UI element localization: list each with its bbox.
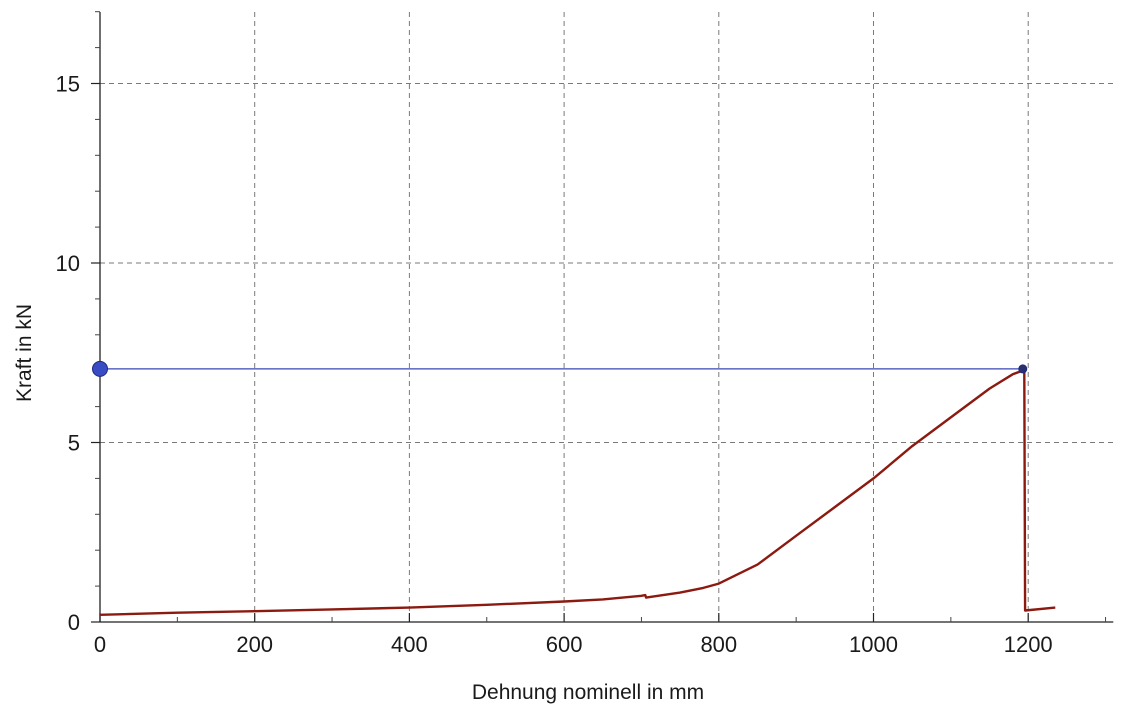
x-axis-title: Dehnung nominell in mm: [472, 681, 704, 704]
data-series: [99, 368, 1056, 616]
tick-labels: 0 5 10 15 0 200 400 600 800 1000 1200: [56, 72, 1053, 658]
x-tick-label: 1200: [1004, 632, 1053, 657]
x-tick-label: 600: [546, 632, 583, 657]
data-point-marker: [1018, 364, 1028, 374]
x-tick-label: 400: [391, 632, 428, 657]
y-tick-label: 5: [68, 431, 80, 456]
grid-lines: [100, 12, 1114, 622]
y-tick-label: 10: [56, 251, 80, 276]
x-tick-label: 200: [236, 632, 273, 657]
series-line: [99, 368, 1056, 616]
x-tick-label: 1000: [849, 632, 898, 657]
x-tick-label: 0: [94, 632, 106, 657]
data-markers: [92, 360, 1028, 377]
axis-ticks: [91, 11, 1107, 623]
y-tick-label: 15: [56, 72, 80, 97]
x-tick-label: 800: [700, 632, 737, 657]
data-point-marker: [92, 360, 108, 377]
axes: [99, 12, 1114, 623]
y-axis-title: Kraft in kN: [13, 304, 36, 402]
y-tick-label: 0: [68, 610, 80, 635]
